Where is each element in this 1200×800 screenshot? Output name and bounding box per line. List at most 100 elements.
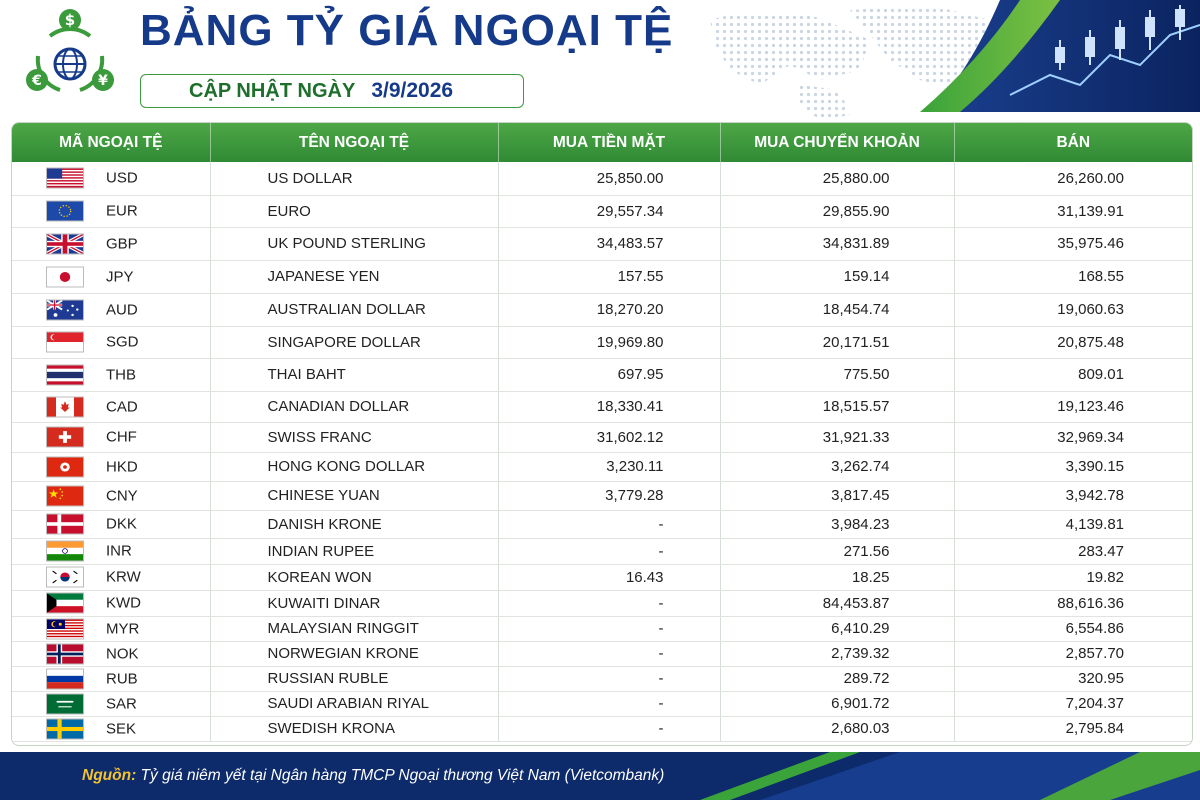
- hongkong-flag-icon: [46, 456, 84, 477]
- currency-name: CANADIAN DOLLAR: [210, 391, 499, 423]
- svg-text:€: €: [31, 73, 42, 89]
- cash-buy-rate: 19,969.80: [498, 326, 721, 359]
- table-row: NOK NORWEGIAN KRONE -2,739.32 2,857.70: [12, 641, 1192, 667]
- currency-name: THAI BAHT: [210, 358, 499, 392]
- currency-code: CAD: [106, 398, 138, 415]
- denmark-flag-icon: [46, 513, 84, 535]
- transfer-buy-rate: 3,817.45: [720, 481, 955, 511]
- currency-code: SAR: [106, 695, 137, 712]
- malaysia-flag-icon: [46, 618, 84, 639]
- currency-code: JPY: [106, 268, 134, 285]
- transfer-buy-rate: 3,262.74: [720, 452, 955, 482]
- switzerland-flag-icon: [46, 426, 84, 448]
- table-row: CHF SWISS FRANC 31,602.12 31,921.33 32,969.3…: [12, 422, 1192, 453]
- currency-name: HONG KONG DOLLAR: [210, 452, 499, 482]
- table-row: HKD HONG KONG DOLLAR 3,230.11 3,262.74 3,390…: [12, 452, 1192, 482]
- currency-code-cell: GBP: [12, 227, 211, 261]
- world-map-decoration-icon: [710, 5, 1000, 120]
- sell-rate: 168.55: [954, 260, 1192, 294]
- header-sell: BÁN: [1056, 133, 1091, 151]
- table-row: SEK SWEDISH KRONA -2,680.03 2,795.84: [12, 716, 1192, 742]
- sell-rate: 26,260.00: [954, 162, 1192, 196]
- svg-text:¥: ¥: [98, 73, 108, 89]
- cash-buy-rate: 18,270.20: [498, 293, 721, 327]
- currency-code-cell: KWD: [12, 590, 211, 617]
- transfer-buy-rate: 20,171.51: [720, 326, 955, 359]
- currency-name: SWISS FRANC: [210, 422, 499, 453]
- sell-rate: 2,795.84: [954, 716, 1192, 742]
- japan-flag-icon: [46, 266, 84, 287]
- cash-buy-rate: 16.43: [498, 564, 721, 591]
- currency-code-cell: INR: [12, 538, 211, 565]
- currency-code: INR: [106, 542, 132, 560]
- footer-band: [0, 752, 1200, 800]
- sell-rate: 2,857.70: [954, 641, 1192, 667]
- page-title: BẢNG TỶ GIÁ NGOẠI TỆ: [140, 6, 674, 55]
- table-header-row: MÃ NGOẠI TỆ TÊN NGOẠI TỆ MUA TIỀN MẶT MU…: [12, 123, 1192, 162]
- table-row: SGD SINGAPORE DOLLAR 19,969.80 20,171.51 20,…: [12, 326, 1192, 359]
- sell-rate: 283.47: [954, 538, 1192, 565]
- table-body: USD US DOLLAR 25,850.00 25,880.00 26,260.00 E…: [12, 162, 1192, 742]
- currency-code: EUR: [106, 202, 138, 220]
- sell-rate: 88,616.36: [954, 590, 1192, 617]
- currency-code-cell: NOK: [12, 641, 211, 667]
- table-row: AUD AUSTRALIAN DOLLAR 18,270.20 18,454.74 19…: [12, 293, 1192, 327]
- table-row: GBP UK POUND STERLING 34,483.57 34,831.89 35…: [12, 227, 1192, 261]
- table-row: KWD KUWAITI DINAR -84,453.87 88,616.36: [12, 590, 1192, 617]
- transfer-buy-rate: 2,680.03: [720, 716, 955, 742]
- table-row: KRW KOREAN WON 16.43 18.25 19.82: [12, 564, 1192, 591]
- transfer-buy-rate: 159.14: [720, 260, 955, 294]
- cash-buy-rate: 18,330.41: [498, 391, 721, 423]
- cash-buy-rate: 34,483.57: [498, 227, 721, 261]
- currency-code-cell: CHF: [12, 422, 211, 453]
- sell-rate: 4,139.81: [954, 510, 1192, 539]
- singapore-flag-icon: [46, 331, 84, 353]
- thailand-flag-icon: [46, 364, 84, 385]
- currency-exchange-logo-icon: $ € ¥: [26, 9, 114, 92]
- transfer-buy-rate: 6,410.29: [720, 616, 955, 642]
- cash-buy-rate: 29,557.34: [498, 195, 721, 228]
- currency-code-cell: KRW: [12, 564, 211, 591]
- exchange-rate-table-container: MÃ NGOẠI TỆ TÊN NGOẠI TỆ MUA TIỀN MẶT MU…: [11, 122, 1193, 746]
- russia-flag-icon: [46, 668, 84, 689]
- transfer-buy-rate: 31,921.33: [720, 422, 955, 453]
- currency-code-cell: MYR: [12, 616, 211, 642]
- currency-code: USD: [106, 169, 138, 187]
- footer-source-text: Tỷ giá niêm yết tại Ngân hàng TMCP Ngoại…: [140, 767, 665, 784]
- currency-name: KUWAITI DINAR: [210, 590, 499, 617]
- update-date-label: CẬP NHẬT NGÀY: [189, 79, 356, 102]
- currency-code-cell: AUD: [12, 293, 211, 327]
- cash-buy-rate: 3,779.28: [498, 481, 721, 511]
- currency-code: GBP: [106, 235, 138, 252]
- cash-buy-rate: 3,230.11: [498, 452, 721, 482]
- cash-buy-rate: 31,602.12: [498, 422, 721, 453]
- currency-code: THB: [106, 366, 136, 383]
- cash-buy-rate: -: [498, 538, 721, 565]
- currency-name: INDIAN RUPEE: [210, 538, 499, 565]
- table-row: CNY CHINESE YUAN 3,779.28 3,817.45 3,942.78: [12, 481, 1192, 511]
- currency-code-cell: SAR: [12, 691, 211, 717]
- update-date-value: 3/9/2026: [371, 79, 454, 102]
- currency-name: NORWEGIAN KRONE: [210, 641, 499, 667]
- currency-code: CHF: [106, 428, 137, 446]
- table-row: INR INDIAN RUPEE -271.56 283.47: [12, 538, 1192, 565]
- header-transfer-buy: MUA CHUYỂN KHOẢN: [720, 123, 955, 162]
- exchange-rate-table: MÃ NGOẠI TỆ TÊN NGOẠI TỆ MUA TIỀN MẶT MU…: [12, 123, 1192, 742]
- eu-flag-icon: [46, 200, 84, 222]
- svg-text:$: $: [65, 11, 75, 29]
- india-flag-icon: [46, 540, 84, 562]
- footer-source-label: Nguồn:: [82, 767, 137, 784]
- sell-rate: 7,204.37: [954, 691, 1192, 717]
- currency-code: CNY: [106, 487, 138, 504]
- header-cash-buy: MUA TIỀN MẶT: [498, 123, 721, 162]
- currency-code-cell: JPY: [12, 260, 211, 294]
- currency-code: NOK: [106, 645, 139, 662]
- transfer-buy-rate: 6,901.72: [720, 691, 955, 717]
- currency-name: EURO: [210, 195, 499, 228]
- currency-name: DANISH KRONE: [210, 510, 499, 539]
- currency-code: AUD: [106, 301, 138, 318]
- table-row: DKK DANISH KRONE -3,984.23 4,139.81: [12, 510, 1192, 539]
- footer-source: Nguồn: Tỷ giá niêm yết tại Ngân hàng TMC…: [82, 767, 664, 785]
- currency-code-cell: CAD: [12, 391, 211, 423]
